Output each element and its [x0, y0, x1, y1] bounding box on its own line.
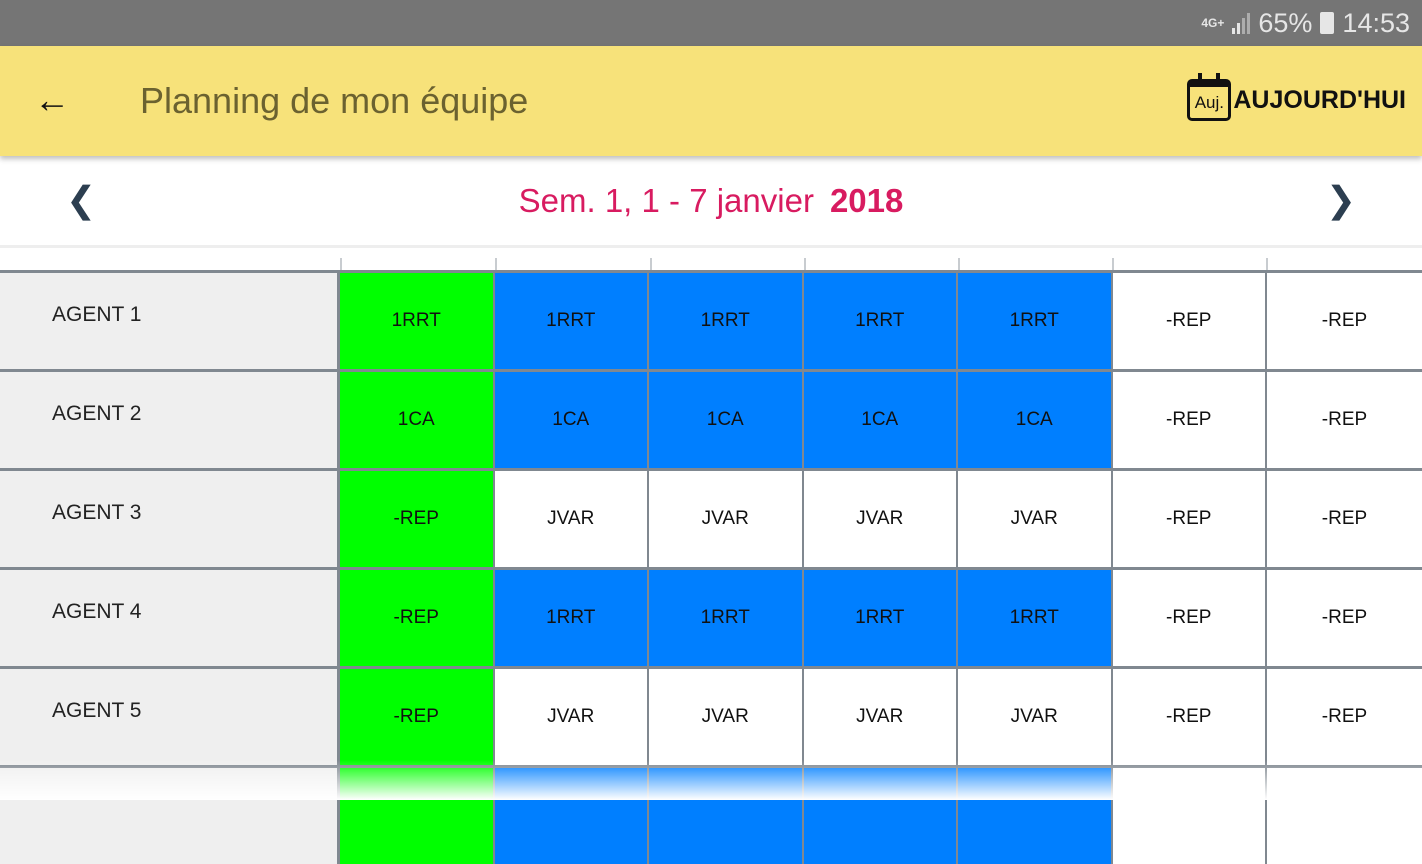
schedule-cell[interactable]: -REP: [1112, 570, 1267, 666]
app-bar: ← Planning de mon équipe Auj. AUJOURD'HU…: [0, 46, 1422, 156]
year-label: 2018: [829, 181, 904, 219]
agent-row: AGENT 1 1RRT 1RRT 1RRT 1RRT 1RRT -REP -REP: [0, 270, 1422, 369]
schedule-cell[interactable]: 1CA: [340, 372, 495, 468]
column-divider: [650, 258, 652, 270]
schedule-cell[interactable]: 1RRT: [340, 273, 495, 369]
schedule-cell[interactable]: JVAR: [958, 669, 1113, 765]
schedule-cell[interactable]: 1CA: [494, 372, 649, 468]
schedule-cell[interactable]: -REP: [340, 570, 495, 666]
schedule-cell[interactable]: 1CA: [803, 372, 958, 468]
clock: 14:53: [1342, 7, 1410, 38]
schedule-cell[interactable]: JVAR: [494, 669, 649, 765]
battery-percent: 65%: [1258, 7, 1313, 38]
schedule-cell[interactable]: -REP: [1112, 669, 1267, 765]
column-divider: [1266, 258, 1268, 270]
agent-row: AGENT 3 -REP JVAR JVAR JVAR JVAR -REP -REP: [0, 468, 1422, 567]
schedule-cell[interactable]: -REP: [340, 471, 495, 567]
column-divider: [804, 258, 806, 270]
column-divider: [958, 258, 960, 270]
schedule-cell[interactable]: 1RRT: [958, 570, 1113, 666]
schedule-cell[interactable]: 1RRT: [803, 273, 958, 369]
scroll-fade: [0, 760, 1422, 800]
schedule-cell[interactable]: JVAR: [649, 471, 804, 567]
column-header-stubs: [0, 258, 1422, 270]
next-week-chevron-icon[interactable]: ❯: [1325, 179, 1356, 220]
schedule-cell[interactable]: -REP: [1112, 372, 1267, 468]
week-label: Sem. 1, 1 - 7 janvier: [518, 181, 814, 219]
status-bar: 4G+ 65% 14:53: [0, 0, 1422, 46]
schedule-cell[interactable]: 1RRT: [958, 273, 1113, 369]
schedule-cell[interactable]: 1RRT: [494, 273, 649, 369]
schedule-cell[interactable]: -REP: [1267, 570, 1422, 666]
schedule-cell[interactable]: JVAR: [803, 471, 958, 567]
signal-icon: [1232, 12, 1251, 34]
schedule-cell[interactable]: JVAR: [494, 471, 649, 567]
schedule-cell[interactable]: 1CA: [649, 372, 804, 468]
battery-icon: [1320, 12, 1335, 34]
agent-row: AGENT 4 -REP 1RRT 1RRT 1RRT 1RRT -REP -REP: [0, 567, 1422, 666]
schedule-cell[interactable]: -REP: [1267, 372, 1422, 468]
schedule-cell[interactable]: JVAR: [958, 471, 1113, 567]
today-button[interactable]: Auj. AUJOURD'HUI: [1187, 73, 1406, 121]
agent-row: AGENT 5 -REP JVAR JVAR JVAR JVAR -REP -REP: [0, 666, 1422, 765]
previous-week-chevron-icon[interactable]: ❮: [66, 179, 97, 220]
schedule-cell[interactable]: -REP: [340, 669, 495, 765]
column-divider: [1112, 258, 1114, 270]
week-navigator: ❮ Sem. 1, 1 - 7 janvier 2018 ❯: [0, 156, 1422, 248]
agent-name[interactable]: AGENT 4: [0, 570, 340, 666]
agent-row: AGENT 2 1CA 1CA 1CA 1CA 1CA -REP -REP: [0, 369, 1422, 468]
schedule-cell[interactable]: JVAR: [649, 669, 804, 765]
schedule-cell[interactable]: 1RRT: [649, 570, 804, 666]
agent-name[interactable]: AGENT 1: [0, 273, 340, 369]
agent-name[interactable]: AGENT 3: [0, 471, 340, 567]
schedule-cell[interactable]: 1CA: [958, 372, 1113, 468]
agent-name[interactable]: AGENT 2: [0, 372, 340, 468]
schedule-cell[interactable]: -REP: [1112, 471, 1267, 567]
schedule-cell[interactable]: 1RRT: [803, 570, 958, 666]
schedule-cell[interactable]: -REP: [1267, 273, 1422, 369]
schedule-cell[interactable]: JVAR: [803, 669, 958, 765]
calendar-icon: Auj.: [1187, 73, 1232, 121]
schedule-cell[interactable]: -REP: [1112, 273, 1267, 369]
schedule-cell[interactable]: 1RRT: [649, 273, 804, 369]
schedule-cell[interactable]: 1RRT: [494, 570, 649, 666]
back-arrow-icon[interactable]: ←: [34, 79, 70, 120]
agent-name[interactable]: AGENT 5: [0, 669, 340, 765]
schedule-cell[interactable]: -REP: [1267, 669, 1422, 765]
page-title: Planning de mon équipe: [140, 80, 529, 121]
network-type: 4G+: [1201, 15, 1225, 30]
column-divider: [340, 258, 342, 270]
column-divider: [495, 258, 497, 270]
schedule-cell[interactable]: -REP: [1267, 471, 1422, 567]
today-label: AUJOURD'HUI: [1233, 85, 1406, 114]
